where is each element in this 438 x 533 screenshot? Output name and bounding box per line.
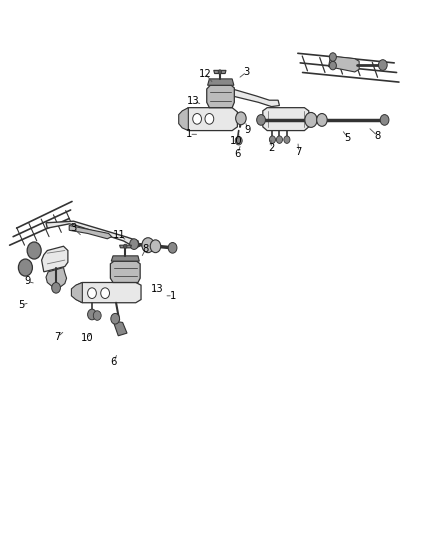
Text: 9: 9 [24, 277, 30, 286]
Polygon shape [232, 90, 279, 107]
Circle shape [218, 70, 222, 74]
Polygon shape [69, 225, 112, 239]
Text: 12: 12 [198, 69, 212, 78]
Circle shape [235, 136, 242, 145]
Circle shape [329, 53, 336, 61]
Text: 3: 3 [244, 67, 250, 77]
Polygon shape [42, 246, 68, 272]
Circle shape [269, 136, 276, 143]
Circle shape [378, 60, 387, 70]
Circle shape [130, 239, 138, 249]
Polygon shape [328, 56, 359, 72]
Circle shape [18, 259, 32, 276]
Circle shape [101, 288, 110, 298]
Circle shape [27, 242, 41, 259]
Circle shape [305, 112, 317, 127]
Circle shape [317, 114, 327, 126]
Polygon shape [263, 108, 309, 131]
Text: 1: 1 [170, 291, 176, 301]
Polygon shape [110, 261, 140, 282]
Polygon shape [77, 282, 141, 303]
Circle shape [142, 238, 154, 253]
Text: 8: 8 [142, 245, 148, 254]
Circle shape [88, 309, 96, 320]
Circle shape [193, 114, 201, 124]
Circle shape [380, 115, 389, 125]
Text: 5: 5 [18, 300, 24, 310]
Circle shape [236, 112, 246, 125]
Text: 10: 10 [230, 136, 243, 146]
Circle shape [88, 288, 96, 298]
Text: 8: 8 [374, 131, 381, 141]
Circle shape [205, 114, 214, 124]
Text: 5: 5 [345, 133, 351, 142]
Text: 7: 7 [296, 147, 302, 157]
Text: 6: 6 [111, 358, 117, 367]
Text: 13: 13 [152, 284, 164, 294]
Polygon shape [214, 70, 226, 74]
Text: 2: 2 [268, 143, 275, 153]
Circle shape [284, 136, 290, 143]
Text: 3: 3 [71, 223, 77, 233]
Text: 13: 13 [187, 96, 200, 106]
Circle shape [93, 311, 101, 320]
Text: 9: 9 [244, 125, 251, 134]
Text: 7: 7 [55, 332, 61, 342]
Polygon shape [183, 108, 237, 131]
Polygon shape [179, 108, 188, 131]
Polygon shape [46, 268, 67, 288]
Circle shape [168, 243, 177, 253]
Circle shape [257, 115, 265, 125]
Circle shape [52, 282, 60, 293]
Text: 11: 11 [113, 230, 126, 239]
Circle shape [276, 136, 283, 143]
Circle shape [111, 313, 120, 324]
Circle shape [124, 244, 127, 248]
Circle shape [329, 61, 336, 70]
Text: 1: 1 [186, 130, 192, 139]
Circle shape [150, 240, 161, 253]
Polygon shape [207, 85, 234, 108]
Polygon shape [111, 256, 139, 261]
Polygon shape [208, 79, 234, 85]
Polygon shape [113, 321, 127, 336]
Polygon shape [71, 282, 82, 303]
Polygon shape [120, 245, 131, 248]
Text: 10: 10 [81, 334, 93, 343]
Text: 6: 6 [235, 149, 241, 158]
Polygon shape [46, 221, 139, 248]
